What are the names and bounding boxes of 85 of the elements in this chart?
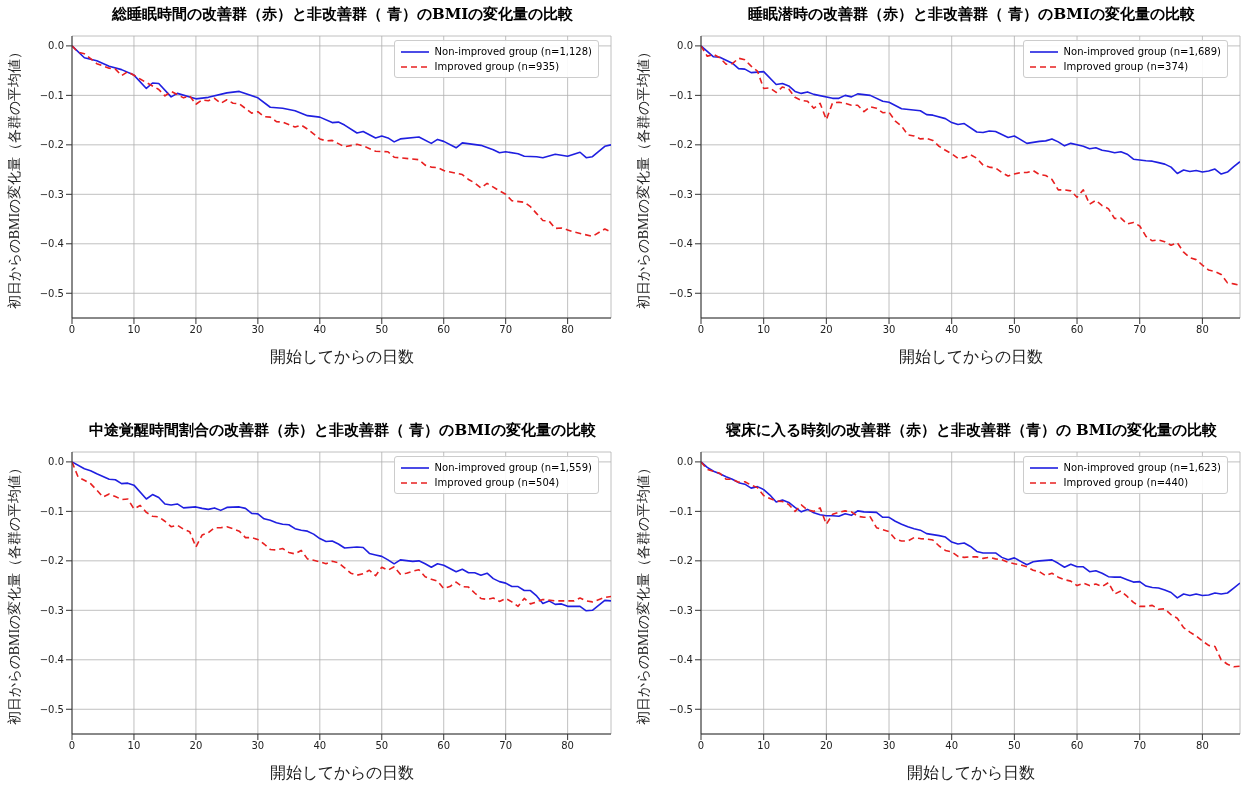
chart-title: 総睡眠時間の改善群（赤）と非改善群（ 青）のBMIの変化量の比較 xyxy=(110,4,575,25)
x-tick-label: 60 xyxy=(437,740,451,752)
legend-label: Non-improved group (n=1,689) xyxy=(1063,45,1221,59)
y-tick-label: −0.5 xyxy=(39,287,64,299)
x-tick-label: 20 xyxy=(819,324,833,336)
y-tick-label: −0.1 xyxy=(668,89,693,101)
x-tick-label: 10 xyxy=(127,324,141,336)
line-series xyxy=(72,45,611,238)
y-tick-label: 0.0 xyxy=(48,456,64,468)
y-tick-label: −0.1 xyxy=(668,505,693,517)
y-tick-label: −0.5 xyxy=(39,703,64,715)
x-tick-label: 80 xyxy=(1196,324,1209,336)
y-tick-label: −0.4 xyxy=(39,654,64,666)
y-tick-label: −0.3 xyxy=(668,604,693,616)
x-tick-label: 40 xyxy=(945,740,959,752)
y-tick-label: −0.3 xyxy=(39,604,64,616)
x-tick-label: 60 xyxy=(1070,740,1084,752)
x-tick-label: 70 xyxy=(499,324,513,336)
x-tick-label: 50 xyxy=(375,740,389,752)
y-tick-label: −0.4 xyxy=(668,238,693,250)
x-tick-label: 60 xyxy=(437,324,451,336)
x-tick-label: 0 xyxy=(697,740,705,752)
x-tick-label: 80 xyxy=(561,740,574,752)
y-axis-title: 初日からのBMIの変化量（各群の平均値） xyxy=(635,460,651,726)
x-tick-label: 80 xyxy=(561,324,574,336)
x-tick-label: 0 xyxy=(68,324,76,336)
x-tick-label: 50 xyxy=(1008,740,1021,752)
x-tick-label: 20 xyxy=(819,740,833,752)
x-tick-label: 70 xyxy=(1133,324,1147,336)
legend-label: Non-improved group (n=1,128) xyxy=(434,45,592,59)
x-tick-label: 70 xyxy=(1133,740,1147,752)
legend-label: Improved group (n=374) xyxy=(1063,60,1189,74)
y-axis-title: 初日からのBMIの変化量（各群の平均値） xyxy=(6,460,22,726)
y-tick-label: −0.3 xyxy=(668,188,693,200)
x-tick-label: 40 xyxy=(313,740,327,752)
y-axis-title: 初日からのBMIの変化量（各群の平均値） xyxy=(6,44,22,310)
x-tick-label: 0 xyxy=(697,324,705,336)
legend-label: Non-improved group (n=1,623) xyxy=(1063,461,1221,475)
y-tick-label: 0.0 xyxy=(677,40,693,52)
x-tick-label: 80 xyxy=(1196,740,1209,752)
x-axis-title: 開始してから日数 xyxy=(906,763,1035,782)
y-tick-label: −0.2 xyxy=(668,555,693,567)
chart-title: 中途覚醒時間割合の改善群（赤）と非改善群（ 青）のBMIの変化量の比較 xyxy=(88,420,597,441)
chart-title: 睡眠潜時の改善群（赤）と非改善群（ 青）のBMIの変化量の比較 xyxy=(747,4,1196,25)
line-series xyxy=(701,461,1240,668)
y-tick-label: −0.4 xyxy=(39,238,64,250)
y-tick-label: −0.1 xyxy=(39,89,64,101)
x-tick-label: 0 xyxy=(68,740,76,752)
x-tick-label: 50 xyxy=(1008,324,1021,336)
y-tick-label: −0.5 xyxy=(668,703,693,715)
x-tick-label: 70 xyxy=(499,740,513,752)
y-tick-label: −0.4 xyxy=(668,654,693,666)
y-tick-label: 0.0 xyxy=(677,456,693,468)
y-tick-label: −0.2 xyxy=(39,555,64,567)
x-axis-title: 開始してからの日数 xyxy=(898,347,1043,366)
line-series xyxy=(701,45,1240,287)
line-series xyxy=(701,45,1240,175)
line-series xyxy=(701,461,1240,599)
legend-label: Improved group (n=440) xyxy=(1063,476,1189,490)
x-tick-label: 20 xyxy=(189,740,203,752)
x-tick-label: 10 xyxy=(757,740,771,752)
x-tick-label: 10 xyxy=(127,740,141,752)
x-tick-label: 50 xyxy=(375,324,389,336)
y-tick-label: −0.2 xyxy=(668,139,693,151)
x-axis-title: 開始してからの日数 xyxy=(269,347,414,366)
legend-label: Non-improved group (n=1,559) xyxy=(434,461,592,475)
x-tick-label: 40 xyxy=(945,324,959,336)
x-tick-label: 40 xyxy=(313,324,327,336)
legend-label: Improved group (n=935) xyxy=(434,60,560,74)
chart-title: 寝床に入る時刻の改善群（赤）と非改善群（青）の BMIの変化量の比較 xyxy=(724,420,1219,441)
x-axis-title: 開始してからの日数 xyxy=(269,763,414,782)
x-tick-label: 10 xyxy=(757,324,771,336)
x-tick-label: 60 xyxy=(1070,324,1084,336)
y-tick-label: −0.2 xyxy=(39,139,64,151)
x-tick-label: 20 xyxy=(189,324,203,336)
y-tick-label: −0.1 xyxy=(39,505,64,517)
y-tick-label: 0.0 xyxy=(48,40,64,52)
x-tick-label: 30 xyxy=(251,740,265,752)
x-tick-label: 30 xyxy=(251,324,265,336)
y-tick-label: −0.5 xyxy=(668,287,693,299)
y-axis-title: 初日からのBMIの変化量（各群の平均値） xyxy=(635,44,651,310)
legend-label: Improved group (n=504) xyxy=(434,476,560,490)
x-tick-label: 30 xyxy=(882,324,896,336)
x-tick-label: 30 xyxy=(882,740,896,752)
y-tick-label: −0.3 xyxy=(39,188,64,200)
